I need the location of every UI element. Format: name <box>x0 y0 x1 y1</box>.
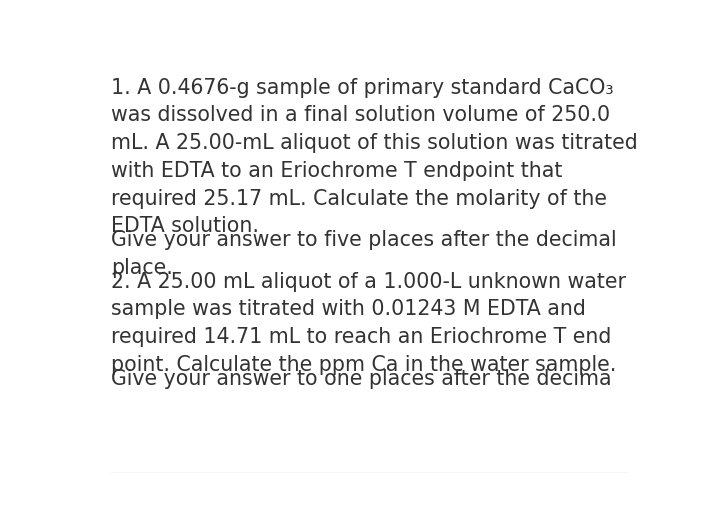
Text: Give your answer to five places after the decimal: Give your answer to five places after th… <box>111 230 616 250</box>
Text: EDTA solution.: EDTA solution. <box>111 217 259 236</box>
Text: Give your answer to one places after the decima: Give your answer to one places after the… <box>111 369 611 389</box>
Text: required 25.17 mL. Calculate the molarity of the: required 25.17 mL. Calculate the molarit… <box>111 188 607 209</box>
Text: 2. A 25.00 mL aliquot of a 1.000-L unknown water: 2. A 25.00 mL aliquot of a 1.000-L unkno… <box>111 272 626 292</box>
Text: was dissolved in a final solution volume of 250.0: was dissolved in a final solution volume… <box>111 105 610 126</box>
Text: 1. A 0.4676-g sample of primary standard CaCO₃: 1. A 0.4676-g sample of primary standard… <box>111 78 613 98</box>
Text: sample was titrated with 0.01243 M EDTA and: sample was titrated with 0.01243 M EDTA … <box>111 300 586 319</box>
Text: place.: place. <box>111 258 173 278</box>
Text: mL. A 25.00-mL aliquot of this solution was titrated: mL. A 25.00-mL aliquot of this solution … <box>111 133 638 153</box>
Text: with EDTA to an Eriochrome T endpoint that: with EDTA to an Eriochrome T endpoint th… <box>111 161 562 181</box>
Text: point. Calculate the ppm Ca in the water sample.: point. Calculate the ppm Ca in the water… <box>111 355 616 375</box>
Text: required 14.71 mL to reach an Eriochrome T end: required 14.71 mL to reach an Eriochrome… <box>111 327 611 347</box>
